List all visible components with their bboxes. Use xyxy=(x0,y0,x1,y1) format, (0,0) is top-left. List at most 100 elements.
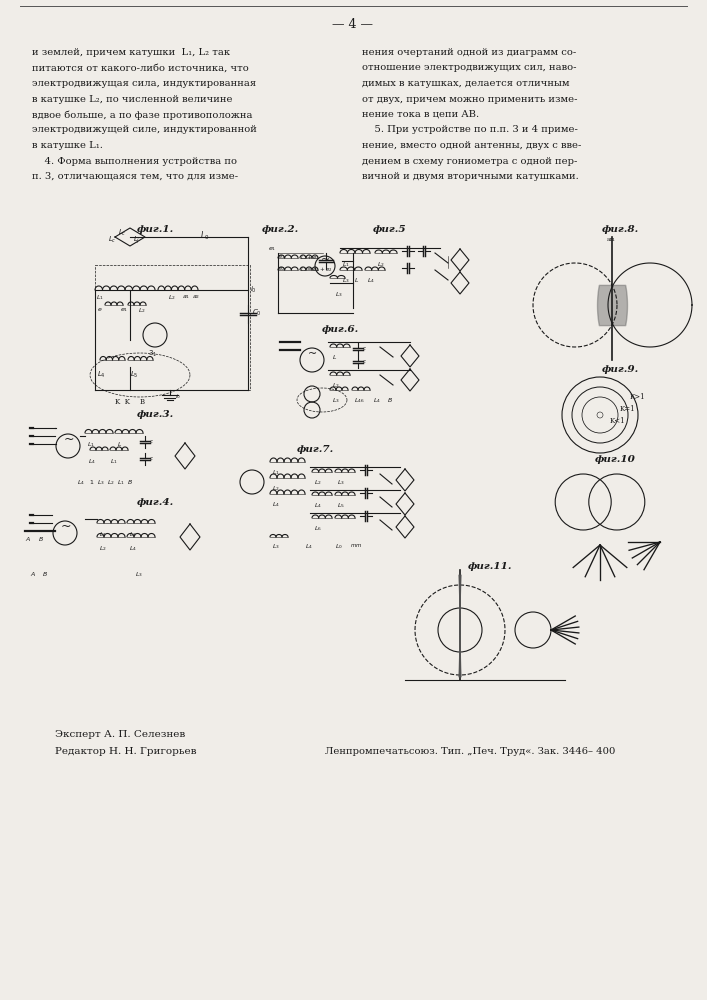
Text: $L_2$: $L_2$ xyxy=(332,381,340,390)
Text: $L_4$: $L_4$ xyxy=(88,457,96,466)
Text: $i_0$: $i_0$ xyxy=(175,392,181,401)
Text: $e$: $e$ xyxy=(97,306,103,313)
Text: вичной и двумя вторичными катушками.: вичной и двумя вторичными катушками. xyxy=(362,172,579,181)
Text: $L_3$: $L_3$ xyxy=(135,570,143,579)
Text: нение, вместо одной антенны, двух с вве-: нение, вместо одной антенны, двух с вве- xyxy=(362,141,581,150)
Text: $L_1$: $L_1$ xyxy=(342,260,350,269)
Text: $L_0$: $L_0$ xyxy=(335,542,343,551)
Text: $c$: $c$ xyxy=(362,358,367,365)
Text: в катушке L₁.: в катушке L₁. xyxy=(32,141,103,150)
Text: $L_1$: $L_1$ xyxy=(117,478,125,487)
Text: электродвижущая сила, индуктированная: электродвижущая сила, индуктированная xyxy=(32,79,256,88)
Text: $L_2$: $L_2$ xyxy=(107,478,115,487)
Text: п. 3, отличающаяся тем, что для изме-: п. 3, отличающаяся тем, что для изме- xyxy=(32,172,238,181)
Text: $L_3$: $L_3$ xyxy=(332,396,340,405)
Text: фиг.5: фиг.5 xyxy=(373,225,407,234)
Text: B: B xyxy=(140,398,145,406)
Text: вдвое больше, а по фазе противоположна: вдвое больше, а по фазе противоположна xyxy=(32,110,252,119)
Text: электродвижущей силе, индуктированной: электродвижущей силе, индуктированной xyxy=(32,125,257,134)
Text: $L_4$: $L_4$ xyxy=(97,370,106,380)
Text: $L_4$: $L_4$ xyxy=(314,501,322,510)
Text: $L_4$: $L_4$ xyxy=(305,542,313,551)
Text: $e_2$: $e_2$ xyxy=(278,265,286,273)
Text: и землей, причем катушки  L₁, L₂ так: и землей, причем катушки L₁, L₂ так xyxy=(32,48,230,57)
Text: $L_0$: $L_0$ xyxy=(200,230,209,242)
Text: K=1: K=1 xyxy=(620,405,636,413)
Text: ~: ~ xyxy=(61,520,71,533)
Text: $L_c$: $L_c$ xyxy=(118,228,127,238)
Text: $c$: $c$ xyxy=(362,345,367,352)
Text: $L_3$: $L_3$ xyxy=(335,290,343,299)
Text: дением в схему гониометра с одной пер-: дением в схему гониометра с одной пер- xyxy=(362,156,578,165)
Text: $3_1$: $3_1$ xyxy=(148,349,157,359)
Text: $c$: $c$ xyxy=(149,455,154,462)
Text: Ленпромпечатьсоюз. Тип. „Печ. Труд«. Зак. 3446– 400: Ленпромпечатьсоюз. Тип. „Печ. Труд«. Зак… xyxy=(325,747,615,756)
Text: $e_1$: $e_1$ xyxy=(120,306,128,314)
Text: ~: ~ xyxy=(321,255,330,265)
Text: $L_3$: $L_3$ xyxy=(337,478,345,487)
Text: димых в катушках, делается отличным: димых в катушках, делается отличным xyxy=(362,79,570,88)
Text: $A$: $A$ xyxy=(30,570,36,578)
Text: 5. При устройстве по п.п. 3 и 4 приме-: 5. При устройстве по п.п. 3 и 4 приме- xyxy=(362,125,578,134)
Text: 4. Форма выполнения устройства по: 4. Форма выполнения устройства по xyxy=(32,156,237,165)
Text: Редактор Н. Н. Григорьев: Редактор Н. Н. Григорьев xyxy=(55,747,197,756)
Text: фиг.9.: фиг.9. xyxy=(602,365,638,374)
Text: $L_4$: $L_4$ xyxy=(77,478,85,487)
Text: am: am xyxy=(607,237,616,242)
Text: отношение электродвижущих сил, наво-: отношение электродвижущих сил, наво- xyxy=(362,64,576,73)
Text: ~: ~ xyxy=(64,433,74,446)
Text: фиг.2.: фиг.2. xyxy=(262,225,298,234)
Text: K<1: K<1 xyxy=(610,417,626,425)
Text: $e_1$: $e_1$ xyxy=(268,245,276,253)
Text: $L_c$: $L_c$ xyxy=(108,235,117,245)
Text: $B$: $B$ xyxy=(387,396,393,404)
Text: $L_{46}$: $L_{46}$ xyxy=(354,396,365,405)
Text: $L_3$: $L_3$ xyxy=(97,478,105,487)
Text: $C_0$: $C_0$ xyxy=(252,308,262,318)
Text: — 4 —: — 4 — xyxy=(332,18,373,31)
Text: $L_2$: $L_2$ xyxy=(99,544,107,553)
Text: $L_4$: $L_4$ xyxy=(367,276,375,285)
Text: $L_2 + e_1$: $L_2 + e_1$ xyxy=(300,253,320,262)
Text: $a_1$: $a_1$ xyxy=(182,293,190,301)
Text: K  K: K K xyxy=(115,398,130,406)
Text: $L_4$: $L_4$ xyxy=(373,396,381,405)
Text: в катушке L₂, по численной величине: в катушке L₂, по численной величине xyxy=(32,95,233,104)
Text: $L_1$: $L_1$ xyxy=(87,440,95,449)
Text: Эксперт А. П. Селезнев: Эксперт А. П. Селезнев xyxy=(55,730,185,739)
Text: $L_4$: $L_4$ xyxy=(272,500,280,509)
Text: $L_j$: $L_j$ xyxy=(133,235,140,246)
Text: фиг.11.: фиг.11. xyxy=(468,562,513,571)
Text: $L_6$: $L_6$ xyxy=(314,524,322,533)
Text: $L$: $L$ xyxy=(354,276,359,284)
Text: фиг.1.: фиг.1. xyxy=(136,225,174,234)
Text: $L$: $L$ xyxy=(117,440,122,448)
Text: $i_0$: $i_0$ xyxy=(250,285,257,295)
Text: ~: ~ xyxy=(308,349,317,359)
Text: фиг.10: фиг.10 xyxy=(595,455,636,464)
Text: $L_3$: $L_3$ xyxy=(272,542,280,551)
Text: $B$: $B$ xyxy=(42,570,48,578)
Text: $c$: $c$ xyxy=(149,438,154,445)
Text: $L_3$: $L_3$ xyxy=(342,276,350,285)
Text: $L_1$: $L_1$ xyxy=(110,457,118,466)
Text: фиг.7.: фиг.7. xyxy=(296,445,334,454)
Text: $L_2$: $L_2$ xyxy=(168,293,176,302)
Text: $L_2 = e_1 + e_2$: $L_2 = e_1 + e_2$ xyxy=(300,265,332,274)
Text: фиг.8.: фиг.8. xyxy=(602,225,638,234)
Text: $L$: $L$ xyxy=(332,353,337,361)
Text: $a_2$: $a_2$ xyxy=(192,293,200,301)
Text: $L_4$: $L_4$ xyxy=(129,544,137,553)
Text: фиг.4.: фиг.4. xyxy=(136,498,174,507)
Text: $L_3$: $L_3$ xyxy=(129,530,137,539)
Text: $L_1$: $L_1$ xyxy=(99,530,107,539)
Text: нения очертаний одной из диаграмм со-: нения очертаний одной из диаграмм со- xyxy=(362,48,576,57)
Text: $L_1$: $L_1$ xyxy=(272,468,280,477)
Text: $L_5$: $L_5$ xyxy=(130,370,139,380)
Text: $1$: $1$ xyxy=(89,478,94,486)
Text: $e_1$: $e_1$ xyxy=(278,253,286,261)
Text: $L_2$: $L_2$ xyxy=(138,306,146,315)
Text: $L_2$: $L_2$ xyxy=(272,484,280,493)
Text: $B$: $B$ xyxy=(127,478,133,486)
Text: фиг.3.: фиг.3. xyxy=(136,410,174,419)
